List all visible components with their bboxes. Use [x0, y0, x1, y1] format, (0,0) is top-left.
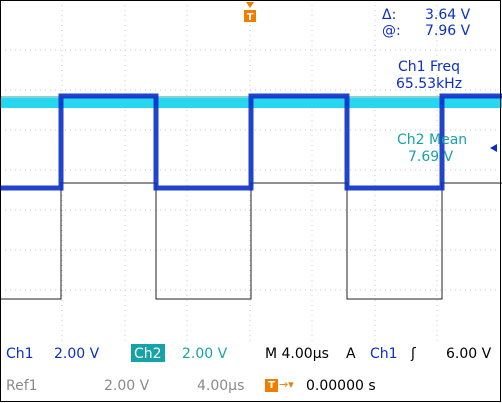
- ch2-scale: 2.00 V: [182, 346, 228, 362]
- ch1-scale: 2.00 V: [54, 346, 100, 362]
- ch1-trace: [0, 93, 502, 191]
- trigger-position-value: 0.00000 s: [306, 378, 376, 394]
- ch2-level-marker: [490, 144, 497, 152]
- ch1-label[interactable]: Ch1: [6, 346, 34, 362]
- trigger-marker-glyph: T: [247, 12, 254, 23]
- ch2-mean-value: 7.69 V: [408, 149, 454, 165]
- ref1-scale: 2.00 V: [104, 378, 150, 394]
- cursor-delta-value: 3.64 V: [425, 7, 471, 23]
- ref1-label[interactable]: Ref1: [6, 378, 38, 394]
- ch1-freq-value: 65.53kHz: [396, 76, 463, 92]
- cursor-at-value: 7.96 V: [425, 23, 471, 39]
- waveform-screen: T: [0, 0, 502, 342]
- timebase[interactable]: M 4.00µs: [265, 346, 329, 362]
- ch1-freq-label: Ch1 Freq: [398, 59, 460, 75]
- trigger-level: 6.00 V: [446, 346, 492, 362]
- trigger-mode: A: [346, 346, 356, 362]
- ref1-time: 4.00µs: [197, 378, 245, 394]
- trigger-slope-icon: ʃ: [411, 346, 416, 362]
- ch2-label-highlight: [131, 344, 165, 362]
- ref1-trace: [0, 182, 502, 300]
- cursor-delta-label: Δ:: [382, 7, 397, 23]
- ch2-label[interactable]: Ch2: [134, 346, 162, 362]
- cursor-at-label: @:: [382, 23, 401, 39]
- trigger-position-arrow-icon: →▾: [279, 378, 294, 391]
- trigger-position-icon: T: [265, 379, 278, 392]
- trigger-source[interactable]: Ch1: [370, 346, 398, 362]
- ch2-mean-label: Ch2 Mean: [397, 132, 468, 148]
- trigger-position-marker: T: [244, 2, 256, 23]
